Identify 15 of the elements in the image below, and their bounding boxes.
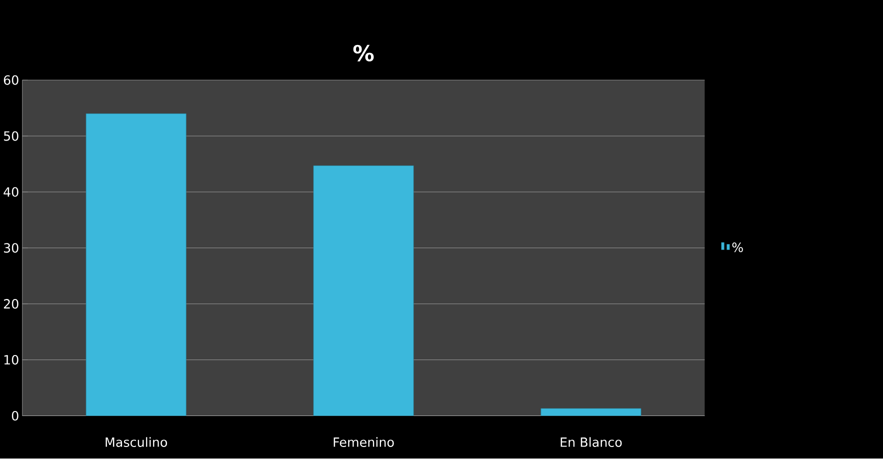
y-tick-label: 20 [4,299,18,309]
y-tick-label: 40 [4,187,18,197]
bar [540,408,642,416]
y-tick-label: 50 [4,131,18,142]
bar [86,114,186,416]
y-tick-label: 30 [4,243,18,253]
x-tick-label: Femenino [334,437,394,448]
legend-label: % [732,242,743,252]
y-tick-label: 10 [4,355,18,365]
y-tick-label: 0 [12,411,18,421]
x-tick-label: Masculino [106,437,168,448]
y-tick-label: 60 [4,75,18,86]
chart-title: % [353,45,374,62]
bar [313,166,414,416]
x-tick-label: En Blanco [560,437,622,448]
